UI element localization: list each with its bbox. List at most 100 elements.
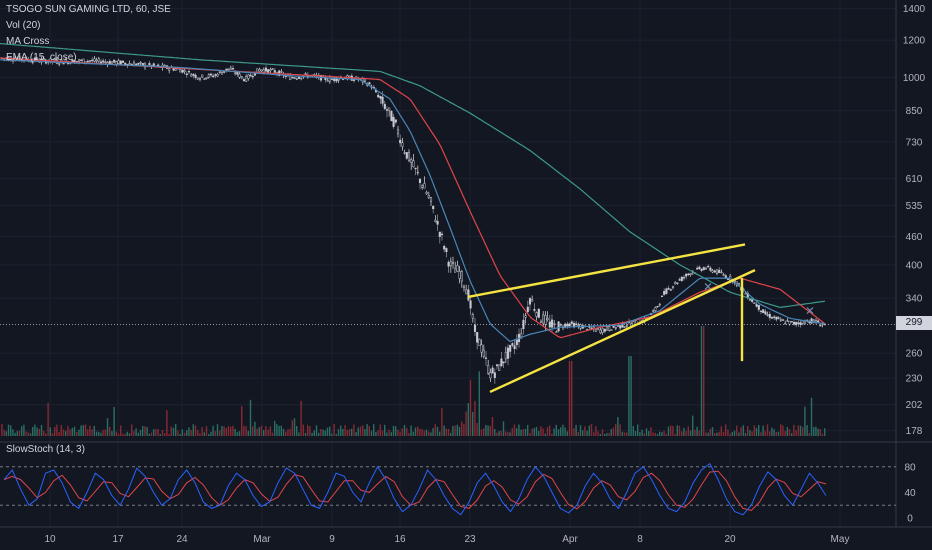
volume-bar [698, 430, 700, 436]
volume-bar [93, 425, 95, 436]
volume-bar [793, 425, 795, 436]
time-tick-label: Apr [562, 534, 578, 545]
volume-bar [131, 424, 133, 436]
volume-bar [238, 431, 241, 436]
candle-body [434, 219, 437, 222]
volume-bar [23, 424, 25, 436]
volume-bar [342, 428, 344, 436]
volume-bar [621, 431, 623, 436]
candle-body [121, 60, 125, 63]
price-tick-label: 460 [906, 232, 923, 243]
candle-body [559, 324, 562, 326]
volume-bar [423, 430, 425, 436]
candle-body [256, 68, 259, 73]
candle-body [293, 77, 296, 79]
volume-bar [267, 429, 269, 436]
volume-bar [150, 432, 153, 436]
volume-bar [639, 432, 641, 436]
candle-body [203, 78, 206, 80]
candle-body [423, 183, 426, 189]
volume-bar [243, 425, 245, 436]
volume-bar [227, 426, 230, 436]
volume-bar [392, 425, 395, 436]
candle-body [555, 331, 558, 333]
candle-body [792, 322, 796, 325]
volume-bar [155, 429, 157, 436]
volume-bar [179, 433, 181, 436]
volume-bar [687, 426, 689, 436]
volume-bar [148, 433, 150, 436]
volume-bar [69, 429, 71, 436]
time-tick-label: 8 [637, 534, 643, 545]
volume-bar [791, 433, 793, 436]
volume-bar [16, 431, 18, 436]
candle-body [183, 70, 186, 72]
candle-body [223, 71, 226, 73]
candle-body [511, 343, 514, 346]
volume-bar [73, 426, 76, 436]
volume-bar [819, 429, 821, 436]
candle-body [764, 311, 767, 315]
volume-bar [502, 421, 505, 436]
stoch-tick-label: 80 [904, 462, 916, 473]
volume-bar [683, 427, 685, 436]
volume-bar [29, 433, 32, 436]
volume-bar [421, 429, 423, 436]
volume-bar [300, 400, 302, 436]
volume-bar [60, 425, 62, 436]
volume-bar [494, 428, 496, 436]
volume-bar [799, 425, 802, 436]
volume-bar [45, 433, 47, 436]
candle-body [594, 328, 598, 332]
volume-bar [505, 431, 507, 436]
volume-bar [252, 426, 254, 436]
volume-bar [254, 421, 256, 436]
volume-bar [102, 430, 104, 436]
volume-bar [663, 430, 665, 436]
volume-bar [377, 430, 379, 436]
volume-bar [755, 427, 758, 436]
volume-bar [643, 433, 645, 436]
candle-body [401, 142, 404, 147]
volume-bar [27, 432, 29, 436]
candle-body [383, 103, 386, 109]
volume-bar [469, 380, 472, 436]
volume-bar [509, 432, 511, 436]
candle-body [381, 96, 384, 104]
volume-bar [452, 425, 454, 436]
candle-body [753, 302, 756, 304]
volume-bar [36, 427, 38, 436]
volume-bar [159, 433, 161, 436]
candle-body [95, 59, 98, 62]
volume-bar [806, 425, 808, 436]
volume-bar [210, 431, 212, 436]
candle-body [465, 289, 468, 295]
volume-bar [417, 426, 419, 436]
volume-bar [533, 428, 535, 436]
volume-bar [784, 431, 786, 436]
volume-bar [659, 431, 661, 436]
volume-bar [575, 424, 577, 436]
volume-bar [333, 424, 335, 436]
volume-bar [274, 420, 276, 436]
volume-bar [58, 432, 60, 436]
candle-body [522, 319, 525, 330]
candle-body [610, 329, 613, 331]
axes: 1400120010008507306105354604003402602302… [44, 4, 925, 545]
volume-bar [326, 427, 329, 436]
volume-bar [810, 397, 813, 436]
volume-bar [324, 430, 326, 436]
volume-bar [465, 411, 467, 436]
candle-body [566, 323, 569, 327]
volume-bar [769, 431, 771, 436]
volume-bar [637, 424, 639, 436]
legend-ma-cross: MA Cross [6, 36, 50, 47]
volume-bar [67, 425, 69, 436]
candle-body [674, 282, 677, 285]
candle-body [271, 68, 274, 70]
volume-bar [40, 424, 43, 436]
volume-bar [654, 432, 656, 436]
volume-bar [507, 432, 509, 436]
volume-bar [117, 433, 120, 436]
